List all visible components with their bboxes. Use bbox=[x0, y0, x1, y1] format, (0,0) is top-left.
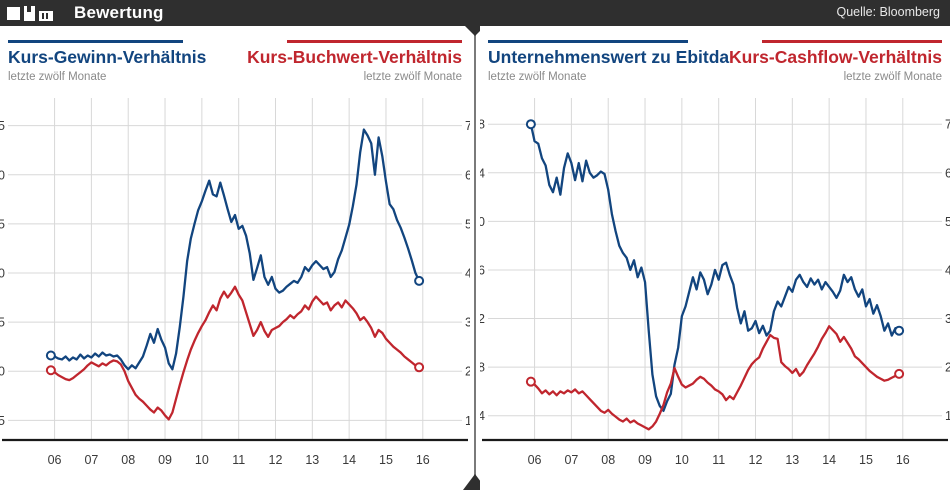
panel-left-titles: Kurs-Gewinn-Verhältnis letzte zwölf Mona… bbox=[0, 26, 470, 88]
svg-text:12: 12 bbox=[749, 453, 763, 467]
svg-text:7: 7 bbox=[465, 119, 470, 133]
svg-text:10: 10 bbox=[945, 409, 950, 423]
svg-text:6: 6 bbox=[465, 168, 470, 182]
panel-right-titles: Unternehmenswert zu Ebitda letzte zwölf … bbox=[480, 26, 950, 88]
svg-text:24: 24 bbox=[480, 166, 485, 180]
panel-right: Unternehmenswert zu Ebitda letzte zwölf … bbox=[480, 26, 950, 490]
svg-text:35: 35 bbox=[0, 119, 5, 133]
svg-text:10: 10 bbox=[675, 453, 689, 467]
svg-text:16: 16 bbox=[416, 453, 430, 467]
svg-text:50: 50 bbox=[945, 215, 950, 229]
accent-rule-blue bbox=[488, 40, 688, 43]
svg-text:09: 09 bbox=[638, 453, 652, 467]
logo-icon bbox=[7, 6, 67, 21]
svg-text:15: 15 bbox=[0, 316, 5, 330]
header-bar: Bewertung Quelle: Bloomberg bbox=[0, 0, 950, 26]
svg-text:2: 2 bbox=[465, 365, 470, 379]
svg-text:30: 30 bbox=[945, 312, 950, 326]
source-label: Quelle: Bloomberg bbox=[836, 5, 940, 19]
svg-text:12: 12 bbox=[480, 312, 485, 326]
svg-text:13: 13 bbox=[305, 453, 319, 467]
svg-text:30: 30 bbox=[0, 168, 5, 182]
svg-text:3: 3 bbox=[465, 316, 470, 330]
page-title: Bewertung bbox=[74, 3, 164, 22]
svg-text:09: 09 bbox=[158, 453, 172, 467]
svg-text:70: 70 bbox=[945, 118, 950, 132]
svg-text:5: 5 bbox=[0, 414, 5, 428]
svg-text:28: 28 bbox=[480, 118, 485, 132]
svg-text:11: 11 bbox=[712, 453, 725, 467]
svg-text:16: 16 bbox=[480, 263, 485, 277]
svg-text:15: 15 bbox=[379, 453, 393, 467]
svg-text:16: 16 bbox=[896, 453, 910, 467]
svg-text:11: 11 bbox=[232, 453, 245, 467]
panel-left: Kurs-Gewinn-Verhältnis letzte zwölf Mona… bbox=[0, 26, 470, 490]
svg-text:5: 5 bbox=[465, 217, 470, 231]
svg-text:20: 20 bbox=[945, 361, 950, 375]
svg-text:10: 10 bbox=[195, 453, 209, 467]
svg-text:4: 4 bbox=[465, 267, 470, 281]
svg-text:07: 07 bbox=[564, 453, 578, 467]
svg-text:1: 1 bbox=[465, 414, 470, 428]
svg-text:08: 08 bbox=[121, 453, 135, 467]
chart-left: 5101520253035123456706070809101112131415… bbox=[0, 96, 470, 490]
svg-text:20: 20 bbox=[480, 215, 485, 229]
svg-text:06: 06 bbox=[48, 453, 62, 467]
svg-text:07: 07 bbox=[84, 453, 98, 467]
svg-text:10: 10 bbox=[0, 365, 5, 379]
svg-text:8: 8 bbox=[480, 361, 485, 375]
svg-text:25: 25 bbox=[0, 217, 5, 231]
svg-text:20: 20 bbox=[0, 267, 5, 281]
svg-text:14: 14 bbox=[822, 453, 836, 467]
svg-text:4: 4 bbox=[480, 409, 485, 423]
chart-right: 4 8 12 16 20 24 28 10 20 30 40 50 60 70 06 07 08 09 10 11 12… bbox=[480, 96, 950, 490]
accent-rule-red bbox=[287, 40, 462, 43]
svg-text:12: 12 bbox=[269, 453, 283, 467]
svg-text:13: 13 bbox=[785, 453, 799, 467]
svg-text:15: 15 bbox=[859, 453, 873, 467]
svg-text:60: 60 bbox=[945, 166, 950, 180]
svg-text:40: 40 bbox=[945, 263, 950, 277]
svg-text:08: 08 bbox=[601, 453, 615, 467]
accent-rule-red bbox=[762, 40, 942, 43]
panel-divider bbox=[472, 26, 478, 488]
accent-rule-blue bbox=[8, 40, 183, 43]
svg-text:06: 06 bbox=[528, 453, 542, 467]
svg-text:14: 14 bbox=[342, 453, 356, 467]
